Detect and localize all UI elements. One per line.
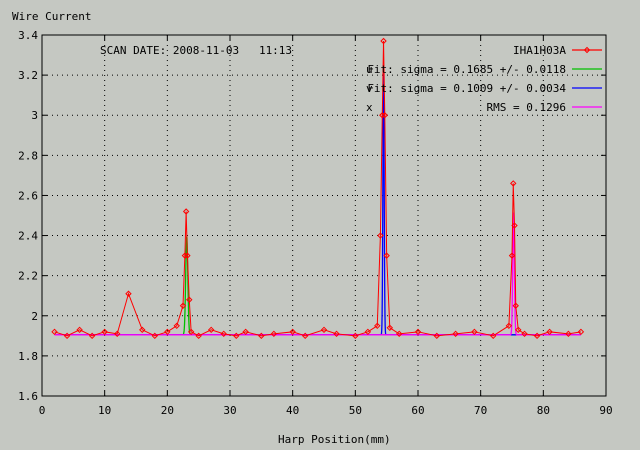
data-point [258,332,265,340]
y-axis-label: Wire Current [12,10,91,23]
data-point [242,328,249,336]
data-point [333,330,340,338]
y-tick-label: 1.6 [18,390,38,403]
data-point [489,332,497,340]
data-point [63,332,71,340]
data-point [186,296,193,303]
y-tick-label: 3.2 [18,69,38,82]
x-tick-label: 90 [599,404,612,417]
data-point [379,112,386,119]
data-point [383,252,390,259]
scan-date-annotation: SCAN DATE: 2008-11-03 11:13 [100,44,292,57]
data-point [433,332,441,340]
data-point [377,232,384,239]
x-tick-label: 60 [411,404,424,417]
data-point [139,326,146,334]
axis-ticks: 0 10 20 30 40 50 60 70 80 90 1.6 1.8 2 2.2 2.4 2.6 2.8 3 3… [18,29,613,417]
data-point [220,330,227,338]
y-tick-label: 2.2 [18,270,38,283]
data-point [51,328,58,336]
data-point [452,330,459,338]
data-point [414,328,422,336]
data-point [510,180,517,187]
data-point [181,252,189,259]
data-point [577,328,585,336]
legend-label: Fit: sigma = 0.1009 +/- 0.0034 [367,82,566,95]
data-series [51,37,585,340]
y-tick-label: 2.4 [18,230,38,243]
data-point [512,302,519,309]
data-point [508,252,516,259]
x-tick-label: 20 [161,404,174,417]
data-point [320,326,328,334]
data-point [195,332,202,340]
legend-marker-label: v [366,82,373,95]
y-tick-label: 2.6 [18,189,38,202]
x-tick-label: 70 [474,404,487,417]
y-tick-label: 3 [31,109,38,122]
data-point [533,332,541,340]
data-point [364,328,372,336]
x-tick-label: 10 [98,404,111,417]
data-point [515,326,522,334]
data-point [207,326,215,334]
data-point [187,328,195,336]
data-point [546,328,553,336]
data-point [101,328,108,336]
legend-label: Fit: sigma = 0.1685 +/- 0.0118 [367,63,566,76]
legend-marker-label: x [366,101,373,114]
legend-marker [583,46,591,54]
y-tick-label: 3.4 [18,29,38,42]
data-point [88,332,96,340]
data-point [395,330,403,338]
data-point [270,330,278,338]
data-point [151,332,159,340]
data-point [380,37,387,45]
legend-label: IHA1H03A [513,44,566,57]
x-tick-label: 30 [223,404,236,417]
x-tick-label: 0 [39,404,46,417]
legend-label: RMS = 0.1296 [487,101,566,114]
data-point [125,290,132,297]
plot-frame [41,34,607,397]
data-point [173,322,180,330]
x-tick-label: 50 [349,404,362,417]
y-tick-label: 2 [31,310,38,323]
legend: IHA1H03A Fit: sigma = 0.1685 +/- 0.0118uF… [366,44,602,114]
y-tick-label: 2.8 [18,149,38,162]
data-point [521,330,528,338]
data-point [374,322,381,330]
data-point [289,328,296,336]
data-point [179,302,187,309]
data-point [386,324,394,332]
legend-marker-label: u [366,63,373,76]
data-point [182,208,190,215]
data-point [565,330,572,338]
data-point [164,328,171,336]
data-point [381,112,388,119]
x-tick-label: 40 [286,404,299,417]
data-point [352,332,359,340]
data-point [233,332,240,340]
data-point [471,328,478,336]
fit-curve-x [54,212,581,336]
y-tick-label: 1.8 [18,350,38,363]
data-point [76,326,83,334]
data-point [184,252,191,259]
x-tick-label: 80 [537,404,550,417]
data-point [511,222,518,229]
data-point [301,332,309,340]
x-axis-label: Harp Position(mm) [278,433,391,446]
data-point [505,322,513,330]
data-point [113,330,121,338]
